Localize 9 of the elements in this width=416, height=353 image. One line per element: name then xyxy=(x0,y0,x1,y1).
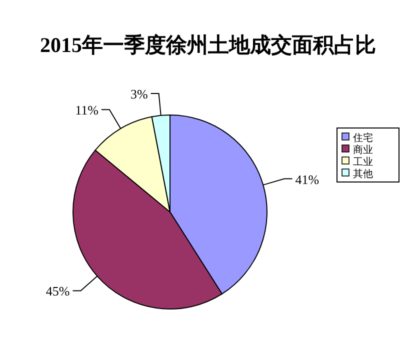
data-label: 41% xyxy=(295,172,320,187)
legend-label: 住宅 xyxy=(353,132,373,144)
chart-title: 2015年一季度徐州土地成交面积占比 xyxy=(40,33,376,57)
data-label: 3% xyxy=(130,86,148,102)
legend-label: 商业 xyxy=(353,144,373,156)
data-label: 45% xyxy=(46,284,70,299)
data-label: 11% xyxy=(75,102,99,118)
legend-label: 工业 xyxy=(353,156,373,168)
legend-label: 其他 xyxy=(353,168,373,180)
